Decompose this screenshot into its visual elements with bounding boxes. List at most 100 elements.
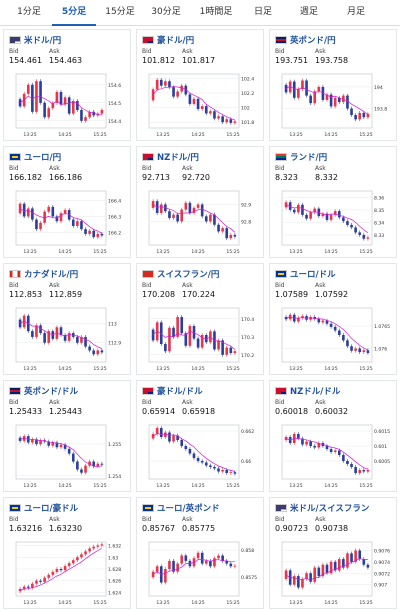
pair-name[interactable]: 豪ドル/円 [157,36,195,46]
currency-card[interactable]: 英ポンド/円 Bid Ask 193.751 193.758 194 193.8 13:25 1… [269,29,397,141]
candle-body [333,211,337,215]
candle-body [229,472,233,474]
currency-card[interactable]: カナダドル/円 Bid Ask 112.853 112.859 113 112.9 13:25… [3,263,131,375]
candlestick-chart[interactable]: 1.255 1.254 13:25 14:25 15:25 [8,422,128,490]
tab-7[interactable]: 月足 [346,7,365,17]
currency-pair-title[interactable]: NZドル/円 [142,151,199,163]
pair-name[interactable]: ユーロ/英ポンド [157,504,220,514]
candle-body [39,580,42,582]
candle-body [164,344,167,352]
candle-body [184,85,188,95]
candlestick-chart[interactable]: 170.4 170.3 170.2 13:25 14:25 15:25 [141,305,261,373]
bid-value: 0.85767 [142,524,176,533]
currency-pair-title[interactable]: NZドル/ドル [275,385,340,397]
candlestick-chart[interactable]: 102.4 102.2 102 101.8 13:25 14:25 15:25 [141,71,261,139]
pair-name[interactable]: カナダドル/円 [24,270,79,280]
currency-pair-title[interactable]: スイスフラン/円 [142,268,219,280]
pair-name[interactable]: ユーロ/円 [24,153,62,163]
candle-body [217,224,220,232]
currency-card[interactable]: ユーロ/豪ドル Bid Ask 1.63216 1.63230 1.632 1.63 1.62… [3,497,131,609]
pair-name[interactable]: ユーロ/ドル [290,270,336,280]
y-tick-label: 1.626 [108,579,121,585]
x-tick-label: 15:25 [226,600,239,606]
moving-average-line [20,437,102,467]
tab-6[interactable]: 週足 [299,7,318,17]
pair-name[interactable]: ランド/円 [290,153,328,163]
y-tick-label: 0.907 [374,583,387,589]
tab-3[interactable]: 30分足 [151,7,181,17]
candlestick-chart[interactable]: 1.0765 1.076 13:25 14:25 15:25 [274,305,394,373]
currency-pair-title[interactable]: ユーロ/円 [9,151,61,163]
candlestick-chart[interactable]: 0.9076 0.9074 0.9072 0.907 13:25 14:25 15:25 [274,539,394,607]
bid-value: 0.60018 [275,407,309,416]
candlestick-chart[interactable]: 113 112.9 13:25 14:25 15:25 [8,305,128,373]
candlestick-chart[interactable]: 194 193.8 13:25 14:25 15:25 [274,71,394,139]
candle-body [84,117,87,121]
candle-body [196,552,200,559]
currency-card[interactable]: 豪ドル/円 Bid Ask 101.812 101.817 102.4 102.2 102 10… [136,29,264,141]
candle-body [188,94,192,104]
tab-4[interactable]: 1時間足 [199,7,233,17]
candle-body [292,209,296,213]
tab-5[interactable]: 日足 [253,7,272,17]
currency-card[interactable]: NZドル/円 Bid Ask 92.713 92.720 92.9 92.8 13:25 14:… [136,146,264,258]
candle-body [88,346,91,351]
currency-pair-title[interactable]: ユーロ/ドル [275,268,336,280]
currency-pair-title[interactable]: ランド/円 [275,151,327,163]
currency-card[interactable]: ユーロ/円 Bid Ask 166.182 166.186 166.4 166.3 166.2… [3,146,131,258]
currency-card[interactable]: ランド/円 Bid Ask 8.323 8.332 8.36 8.35 8.34 8.33 13:… [269,146,397,258]
candlestick-chart[interactable]: 0.6015 0.601 0.6005 13:25 14:25 15:25 [274,422,394,490]
candle-body [217,340,220,350]
currency-card[interactable]: 豪ドル/ドル Bid Ask 0.65914 0.65918 0.662 0.66 13:25… [136,380,264,492]
currency-pair-title[interactable]: 米ドル/円 [9,34,61,46]
currency-pair-title[interactable]: 豪ドル/ドル [142,385,203,397]
bid-ask-labels: Bid Ask [142,282,252,290]
candlestick-chart[interactable]: 154.6 154.5 154.4 13:25 14:25 15:25 [8,71,128,139]
tab-0[interactable]: 1分足 [17,7,41,17]
candle-body [329,449,333,452]
candle-body [192,207,196,213]
pair-name[interactable]: スイスフラン/円 [157,270,220,280]
currency-card[interactable]: スイスフラン/円 Bid Ask 170.208 170.224 170.4 170.3 17… [136,263,264,375]
currency-card[interactable]: ユーロ/英ポンド Bid Ask 0.85767 0.85775 0.858 0.8575 1… [136,497,264,609]
candlestick-chart[interactable]: 1.632 1.63 1.628 1.626 1.624 13:25 14:25 15:25 [8,539,128,607]
tab-2[interactable]: 15分足 [105,7,135,17]
candle-body [309,573,312,582]
pair-name[interactable]: NZドル/ドル [290,387,341,397]
pair-name[interactable]: 米ドル/円 [24,36,62,46]
currency-pair-title[interactable]: 英ポンド/ドル [9,385,78,397]
pair-name[interactable]: ユーロ/豪ドル [24,504,79,514]
pair-name[interactable]: NZドル/円 [157,153,199,163]
currency-card[interactable]: ユーロ/ドル Bid Ask 1.07589 1.07592 1.0765 1.076 13:… [269,263,397,375]
plot-frame [281,307,373,363]
currency-card[interactable]: 英ポンド/ドル Bid Ask 1.25433 1.25443 1.255 1.254 13:… [3,380,131,492]
y-tick-label: 1.632 [108,544,121,550]
candlestick-chart[interactable]: 0.858 0.8575 13:25 14:25 15:25 [141,539,261,607]
candlestick-chart[interactable]: 166.4 166.3 166.2 13:25 14:25 15:25 [8,188,128,256]
pair-name[interactable]: 英ポンド/ドル [24,387,79,397]
x-tick-label: 15:25 [93,132,106,138]
currency-pair-title[interactable]: 米ドル/スイスフラン [275,502,369,514]
currency-card[interactable]: 米ドル/スイスフラン Bid Ask 0.90723 0.90738 0.9076 0.90… [269,497,397,609]
pair-name[interactable]: 豪ドル/ドル [157,387,203,397]
pair-name[interactable]: 英ポンド/円 [290,36,336,46]
currency-pair-title[interactable]: 豪ドル/円 [142,34,194,46]
tab-1[interactable]: 5分足 [52,0,96,26]
currency-card[interactable]: 米ドル/円 Bid Ask 154.461 154.463 154.6 154.5 154.4… [3,29,131,141]
bid-value: 0.65914 [142,407,176,416]
candlestick-chart[interactable]: 92.9 92.8 13:25 14:25 15:25 [141,188,261,256]
x-tick-label: 13:25 [23,483,36,489]
y-tick-label: 154.4 [108,119,121,125]
currency-pair-title[interactable]: 英ポンド/円 [275,34,336,46]
candlestick-chart[interactable]: 8.36 8.35 8.34 8.33 13:25 14:25 15:25 [274,188,394,256]
currency-pair-title[interactable]: カナダドル/円 [9,268,78,280]
candlestick-chart[interactable]: 0.662 0.66 13:25 14:25 15:25 [141,422,261,490]
candle-body [168,432,171,442]
candle-body [84,465,87,473]
candle-body [225,470,229,473]
candle-body [204,335,208,343]
pair-name[interactable]: 米ドル/スイスフラン [290,504,370,514]
currency-pair-title[interactable]: ユーロ/豪ドル [9,502,78,514]
currency-card[interactable]: NZドル/ドル Bid Ask 0.60018 0.60032 0.6015 0.601 0.… [269,380,397,492]
currency-pair-title[interactable]: ユーロ/英ポンド [142,502,220,514]
